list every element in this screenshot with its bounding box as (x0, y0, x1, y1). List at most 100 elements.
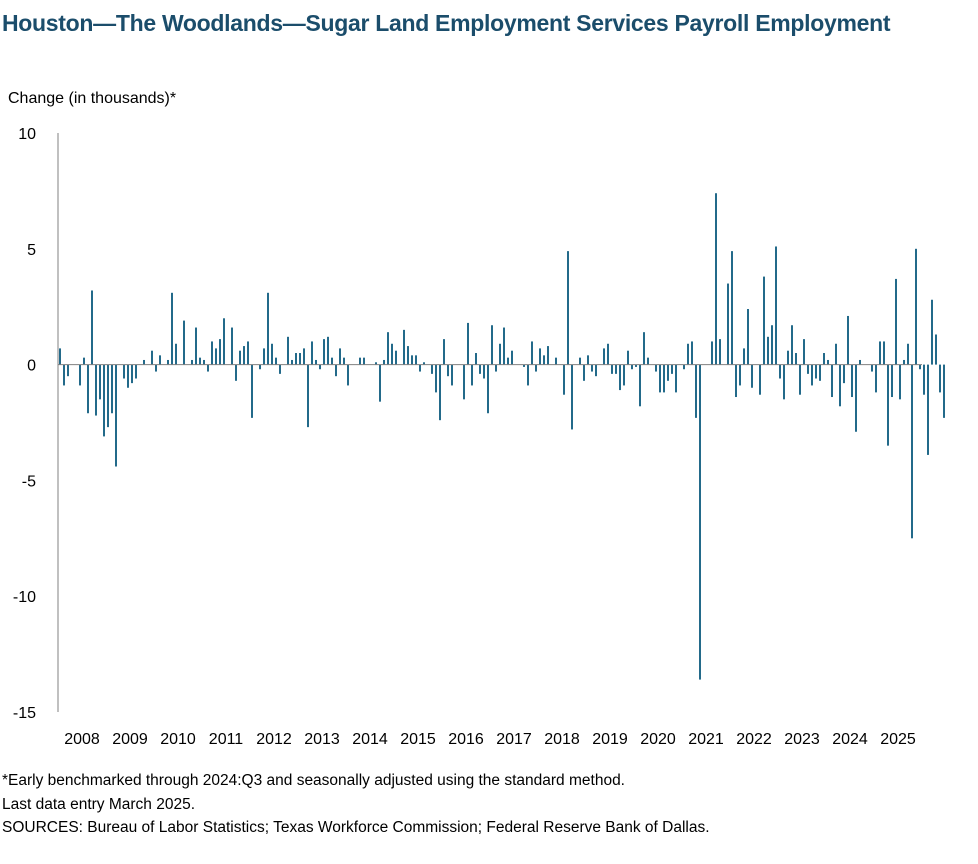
bar (195, 327, 197, 365)
bar (79, 364, 81, 386)
bar (535, 364, 537, 372)
bar (211, 341, 213, 365)
bar (91, 290, 93, 365)
footnote-method: *Early benchmarked through 2024:Q3 and s… (2, 772, 625, 789)
bar (411, 355, 413, 365)
x-tick-label: 2017 (496, 731, 532, 748)
bar (727, 283, 729, 365)
bar (587, 355, 589, 365)
bar (87, 364, 89, 414)
x-tick-label: 2025 (880, 731, 916, 748)
bar (175, 343, 177, 365)
bar (847, 315, 849, 365)
bar (795, 353, 797, 365)
footnotes: *Early benchmarked through 2024:Q3 and s… (2, 769, 710, 840)
bar (475, 353, 477, 365)
footnote-last-entry: Last data entry March 2025. (2, 795, 196, 813)
bar (875, 364, 877, 393)
bar (271, 343, 273, 365)
bar (499, 343, 501, 365)
bar (655, 364, 657, 372)
bar (159, 355, 161, 365)
bar (95, 364, 97, 416)
bar (787, 350, 789, 365)
bar (127, 364, 129, 388)
bar (611, 364, 613, 374)
bar (103, 364, 105, 437)
bar (435, 364, 437, 393)
bar (943, 364, 945, 418)
y-tick-label: 10 (18, 126, 36, 143)
bar (827, 359, 829, 365)
bar (363, 357, 365, 365)
x-tick-label: 2016 (448, 731, 484, 748)
x-tick-label: 2022 (736, 731, 772, 748)
bar (527, 364, 529, 386)
x-tick-label: 2014 (352, 731, 388, 748)
bar (627, 350, 629, 365)
bar (63, 364, 65, 386)
bar (467, 322, 469, 365)
bar (619, 364, 621, 391)
bar (207, 364, 209, 372)
x-tick-label: 2015 (400, 731, 436, 748)
bar (135, 364, 137, 379)
bar (443, 339, 445, 365)
bar (387, 332, 389, 365)
bar (99, 364, 101, 400)
bar (859, 359, 861, 365)
bar (287, 336, 289, 365)
bar (547, 346, 549, 365)
bar (391, 343, 393, 365)
bar (879, 341, 881, 365)
bar (151, 350, 153, 365)
bar (123, 364, 125, 379)
bar (347, 364, 349, 386)
x-tick-label: 2019 (592, 731, 628, 748)
bar (579, 357, 581, 365)
bar (807, 364, 809, 374)
bar (819, 364, 821, 381)
bar (823, 353, 825, 365)
bar (567, 251, 569, 365)
y-tick-label: 0 (27, 358, 36, 375)
bar (423, 362, 425, 365)
bar (171, 292, 173, 365)
bar (671, 364, 673, 374)
bar (711, 341, 713, 365)
bar (719, 339, 721, 365)
bar (299, 353, 301, 365)
x-tick-label: 2010 (160, 731, 196, 748)
bar (223, 318, 225, 365)
bar (763, 276, 765, 365)
x-tick-label: 2013 (304, 731, 340, 748)
bar (639, 364, 641, 407)
bar (115, 364, 117, 467)
bar (659, 364, 661, 393)
bar (191, 359, 193, 365)
bar (491, 325, 493, 365)
x-tick-label: 2018 (544, 731, 580, 748)
bar (279, 364, 281, 374)
bar (315, 359, 317, 365)
bar (199, 357, 201, 365)
bar (259, 364, 261, 370)
bar (623, 364, 625, 386)
bar (239, 350, 241, 365)
bar (251, 364, 253, 418)
bar (447, 364, 449, 377)
bar (327, 336, 329, 365)
bar (479, 364, 481, 374)
y-tick-label: -5 (22, 473, 36, 490)
bar (927, 364, 929, 455)
y-tick-label: -15 (13, 705, 36, 722)
bar (303, 348, 305, 365)
bar (375, 362, 377, 365)
bar (215, 348, 217, 365)
bar (511, 350, 513, 365)
bar (531, 341, 533, 365)
bar (319, 364, 321, 370)
footnote-sources: SOURCES: Bureau of Labor Statistics; Tex… (2, 819, 710, 836)
bar (735, 364, 737, 398)
bar (891, 364, 893, 398)
